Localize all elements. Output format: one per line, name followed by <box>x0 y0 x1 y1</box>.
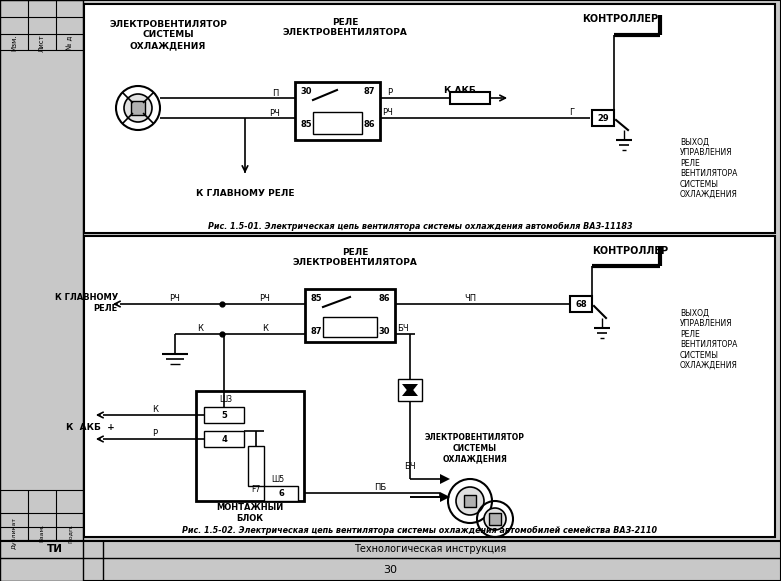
Text: Лист: Лист <box>39 34 45 52</box>
Text: ВЫХОД
УПРАВЛЕНИЯ
РЕЛЕ
ВЕНТИЛЯТОРА
СИСТЕМЫ
ОХЛАЖДЕНИЯ: ВЫХОД УПРАВЛЕНИЯ РЕЛЕ ВЕНТИЛЯТОРА СИСТЕМ… <box>680 138 738 199</box>
Text: 68: 68 <box>575 299 587 309</box>
Text: К ГЛАВНОМУ РЕЛЕ: К ГЛАВНОМУ РЕЛЕ <box>196 188 294 198</box>
Text: Рис. 1.5-02. Электрическая цепь вентилятора системы охлаждения автомобилей семей: Рис. 1.5-02. Электрическая цепь вентилят… <box>183 525 658 535</box>
Text: ЭЛЕКТРОВЕНТИЛЯТОР
СИСТЕМЫ
ОХЛАЖДЕНИЯ: ЭЛЕКТРОВЕНТИЛЯТОР СИСТЕМЫ ОХЛАЖДЕНИЯ <box>425 433 525 463</box>
Text: ЧП: ЧП <box>464 293 476 303</box>
Text: 85: 85 <box>310 293 322 303</box>
Text: F7: F7 <box>251 485 261 493</box>
Text: К: К <box>262 324 268 332</box>
Text: 30: 30 <box>378 327 390 335</box>
Text: ПБ: ПБ <box>374 482 386 492</box>
Bar <box>464 495 476 507</box>
Text: 87: 87 <box>363 87 375 95</box>
Bar <box>204 431 244 447</box>
Bar <box>84 4 775 233</box>
Bar <box>398 379 422 401</box>
Circle shape <box>484 508 506 530</box>
Text: БЧ: БЧ <box>398 324 408 332</box>
Text: РЧ: РЧ <box>259 293 270 303</box>
Bar <box>313 112 362 134</box>
Bar <box>305 289 395 342</box>
Circle shape <box>124 94 152 122</box>
Text: КОНТРОЛЛЕР: КОНТРОЛЛЕР <box>582 14 658 24</box>
Bar <box>248 446 264 486</box>
Text: 29: 29 <box>597 113 609 123</box>
Text: 5: 5 <box>221 411 227 419</box>
Bar <box>450 92 490 104</box>
Bar <box>295 82 380 140</box>
Text: Технологическая инструкция: Технологическая инструкция <box>354 544 506 554</box>
Text: К: К <box>152 404 158 414</box>
Text: Ш5: Ш5 <box>272 475 284 483</box>
Text: 86: 86 <box>363 120 375 128</box>
Text: Г: Г <box>569 107 575 117</box>
Text: 6: 6 <box>278 489 284 497</box>
Text: РЕЛЕ
ЭЛЕКТРОВЕНТИЛЯТОРА: РЕЛЕ ЭЛЕКТРОВЕНТИЛЯТОРА <box>293 248 417 267</box>
Text: БЧ: БЧ <box>405 461 415 471</box>
Text: РЧ: РЧ <box>269 109 280 117</box>
Text: РЧ: РЧ <box>383 107 394 117</box>
Text: К АКБ: К АКБ <box>444 85 476 95</box>
Text: К  АКБ  +: К АКБ + <box>66 422 115 432</box>
Text: Р: Р <box>152 429 158 437</box>
Text: 4: 4 <box>221 435 227 443</box>
Text: Р: Р <box>387 88 393 96</box>
Text: Рис. 1.5-01. Электрическая цепь вентилятора системы охлаждения автомобиля ВАЗ-11: Рис. 1.5-01. Электрическая цепь вентилят… <box>208 221 633 231</box>
Bar <box>264 486 298 501</box>
Text: 30: 30 <box>300 87 312 95</box>
Text: Ш3: Ш3 <box>219 394 233 403</box>
Text: КОНТРОЛЛЕР: КОНТРОЛЛЕР <box>592 246 668 256</box>
Text: Изм.: Изм. <box>11 35 17 51</box>
Bar <box>131 101 145 115</box>
Text: 85: 85 <box>300 120 312 128</box>
Text: Подп.: Подп. <box>67 523 73 543</box>
Polygon shape <box>440 474 450 484</box>
Text: № д: № д <box>66 36 73 50</box>
Text: МОНТАЖНЫЙ
БЛОК: МОНТАЖНЫЙ БЛОК <box>216 503 284 523</box>
Text: 87: 87 <box>310 327 322 335</box>
Polygon shape <box>402 384 418 394</box>
Text: ТИ: ТИ <box>47 544 63 554</box>
Text: Взам.: Взам. <box>40 524 45 542</box>
Text: РЧ: РЧ <box>169 293 180 303</box>
Bar <box>592 110 614 126</box>
Text: 30: 30 <box>383 565 397 575</box>
Bar <box>489 513 501 525</box>
Bar <box>84 236 775 537</box>
Polygon shape <box>402 386 418 396</box>
Polygon shape <box>440 492 450 502</box>
Bar <box>0 0 83 581</box>
Bar <box>204 407 244 423</box>
Bar <box>323 317 377 337</box>
Circle shape <box>456 487 484 515</box>
Text: РЕЛЕ
ЭЛЕКТРОВЕНТИЛЯТОРА: РЕЛЕ ЭЛЕКТРОВЕНТИЛЯТОРА <box>283 18 408 37</box>
Text: ВЫХОД
УПРАВЛЕНИЯ
РЕЛЕ
ВЕНТИЛЯТОРА
СИСТЕМЫ
ОХЛАЖДЕНИЯ: ВЫХОД УПРАВЛЕНИЯ РЕЛЕ ВЕНТИЛЯТОРА СИСТЕМ… <box>680 309 738 370</box>
Text: Дубликат: Дубликат <box>12 517 16 549</box>
Text: ЭЛЕКТРОВЕНТИЛЯТОР
СИСТЕМЫ
ОХЛАЖДЕНИЯ: ЭЛЕКТРОВЕНТИЛЯТОР СИСТЕМЫ ОХЛАЖДЕНИЯ <box>109 20 227 50</box>
Text: П: П <box>272 88 278 98</box>
Bar <box>196 391 304 501</box>
Bar <box>570 296 592 312</box>
Text: 86: 86 <box>378 293 390 303</box>
Text: К ГЛАВНОМУ
РЕЛЕ: К ГЛАВНОМУ РЕЛЕ <box>55 293 118 313</box>
Text: К: К <box>197 324 203 332</box>
